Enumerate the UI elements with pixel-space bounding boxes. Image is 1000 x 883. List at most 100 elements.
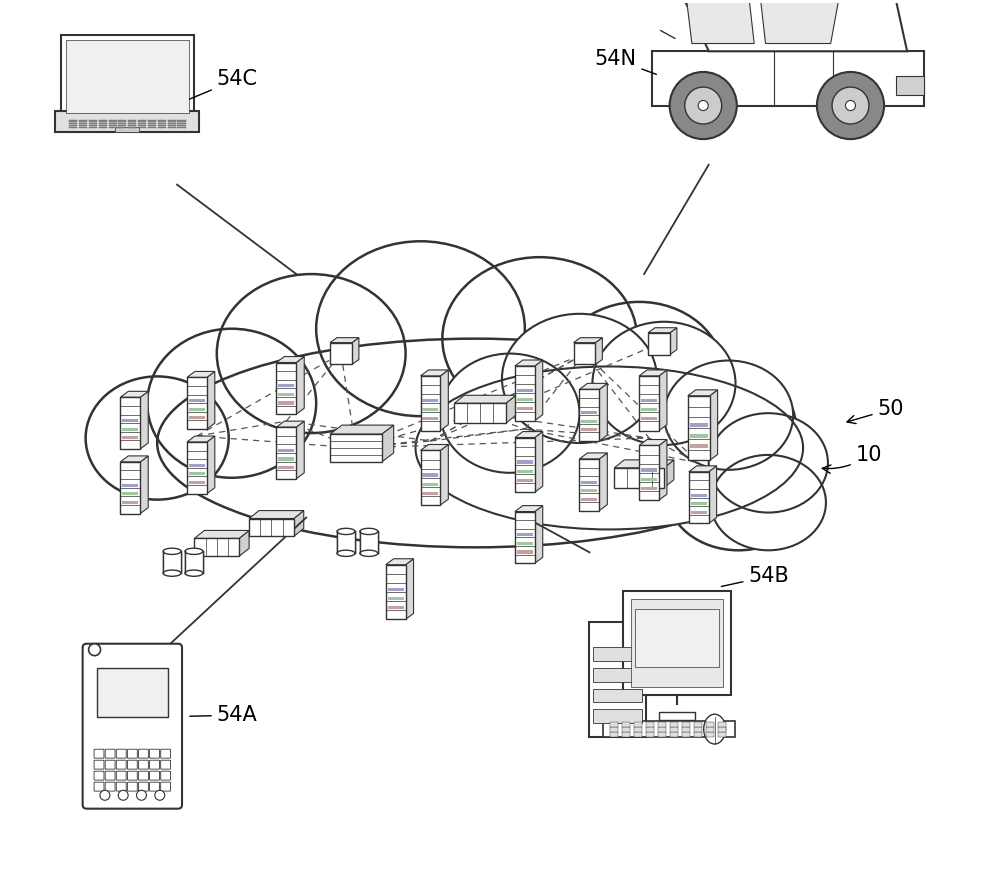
Polygon shape bbox=[276, 357, 304, 363]
FancyBboxPatch shape bbox=[189, 464, 205, 467]
Ellipse shape bbox=[664, 360, 793, 470]
FancyBboxPatch shape bbox=[118, 125, 126, 126]
FancyBboxPatch shape bbox=[94, 771, 104, 780]
FancyBboxPatch shape bbox=[641, 399, 657, 402]
Polygon shape bbox=[239, 531, 249, 556]
FancyBboxPatch shape bbox=[517, 470, 533, 473]
FancyBboxPatch shape bbox=[517, 460, 533, 464]
FancyBboxPatch shape bbox=[688, 396, 710, 460]
FancyBboxPatch shape bbox=[718, 722, 726, 727]
FancyBboxPatch shape bbox=[278, 393, 294, 396]
FancyBboxPatch shape bbox=[682, 727, 690, 732]
FancyBboxPatch shape bbox=[691, 494, 707, 496]
Polygon shape bbox=[140, 456, 148, 514]
FancyBboxPatch shape bbox=[646, 727, 654, 732]
FancyBboxPatch shape bbox=[122, 484, 138, 487]
Text: 10: 10 bbox=[822, 445, 882, 473]
FancyBboxPatch shape bbox=[161, 760, 171, 769]
FancyBboxPatch shape bbox=[388, 597, 404, 600]
FancyBboxPatch shape bbox=[94, 760, 104, 769]
Ellipse shape bbox=[709, 413, 828, 512]
FancyBboxPatch shape bbox=[122, 501, 138, 504]
Polygon shape bbox=[421, 444, 448, 450]
FancyBboxPatch shape bbox=[79, 120, 87, 122]
Polygon shape bbox=[574, 337, 602, 343]
FancyBboxPatch shape bbox=[118, 123, 126, 124]
FancyBboxPatch shape bbox=[690, 434, 708, 438]
Polygon shape bbox=[670, 328, 677, 355]
FancyBboxPatch shape bbox=[168, 126, 176, 128]
FancyBboxPatch shape bbox=[55, 110, 199, 132]
FancyBboxPatch shape bbox=[422, 482, 438, 486]
FancyBboxPatch shape bbox=[116, 749, 126, 758]
FancyBboxPatch shape bbox=[623, 591, 731, 695]
FancyBboxPatch shape bbox=[118, 126, 126, 128]
Ellipse shape bbox=[555, 302, 724, 445]
Polygon shape bbox=[515, 506, 543, 511]
FancyBboxPatch shape bbox=[89, 126, 97, 128]
FancyBboxPatch shape bbox=[689, 472, 709, 524]
Polygon shape bbox=[659, 370, 667, 431]
FancyBboxPatch shape bbox=[177, 123, 186, 124]
FancyBboxPatch shape bbox=[177, 126, 186, 128]
FancyBboxPatch shape bbox=[89, 120, 97, 122]
Polygon shape bbox=[652, 51, 924, 106]
FancyBboxPatch shape bbox=[127, 760, 137, 769]
FancyBboxPatch shape bbox=[177, 125, 186, 126]
FancyBboxPatch shape bbox=[659, 713, 695, 721]
FancyBboxPatch shape bbox=[896, 76, 924, 95]
Ellipse shape bbox=[360, 528, 378, 534]
FancyBboxPatch shape bbox=[278, 466, 294, 469]
FancyBboxPatch shape bbox=[276, 363, 296, 414]
FancyBboxPatch shape bbox=[187, 442, 207, 494]
Polygon shape bbox=[249, 510, 304, 518]
Circle shape bbox=[137, 790, 146, 800]
Ellipse shape bbox=[592, 321, 736, 445]
Ellipse shape bbox=[337, 550, 355, 556]
FancyBboxPatch shape bbox=[128, 123, 136, 124]
FancyBboxPatch shape bbox=[622, 727, 630, 732]
FancyBboxPatch shape bbox=[148, 123, 156, 124]
FancyBboxPatch shape bbox=[138, 782, 148, 791]
FancyBboxPatch shape bbox=[631, 599, 723, 687]
FancyBboxPatch shape bbox=[641, 487, 657, 490]
FancyBboxPatch shape bbox=[593, 689, 642, 703]
Polygon shape bbox=[140, 391, 148, 449]
FancyBboxPatch shape bbox=[168, 125, 176, 126]
Ellipse shape bbox=[163, 548, 181, 555]
Polygon shape bbox=[440, 444, 448, 505]
FancyBboxPatch shape bbox=[138, 120, 146, 122]
Ellipse shape bbox=[502, 313, 657, 443]
Polygon shape bbox=[535, 360, 543, 420]
FancyBboxPatch shape bbox=[634, 732, 642, 737]
Polygon shape bbox=[535, 432, 543, 492]
FancyBboxPatch shape bbox=[581, 489, 597, 493]
Circle shape bbox=[118, 790, 128, 800]
FancyBboxPatch shape bbox=[161, 749, 171, 758]
Polygon shape bbox=[406, 559, 414, 619]
FancyBboxPatch shape bbox=[79, 126, 87, 128]
FancyBboxPatch shape bbox=[89, 123, 97, 124]
FancyBboxPatch shape bbox=[718, 732, 726, 737]
FancyBboxPatch shape bbox=[148, 126, 156, 128]
FancyBboxPatch shape bbox=[454, 404, 506, 423]
FancyBboxPatch shape bbox=[109, 120, 117, 122]
Polygon shape bbox=[686, 0, 754, 43]
FancyBboxPatch shape bbox=[639, 376, 659, 431]
FancyBboxPatch shape bbox=[99, 126, 107, 128]
FancyBboxPatch shape bbox=[115, 127, 139, 132]
Text: 54A: 54A bbox=[190, 706, 258, 725]
Circle shape bbox=[155, 790, 165, 800]
FancyBboxPatch shape bbox=[422, 399, 438, 402]
Circle shape bbox=[698, 101, 708, 110]
FancyBboxPatch shape bbox=[581, 480, 597, 484]
FancyBboxPatch shape bbox=[138, 749, 148, 758]
FancyBboxPatch shape bbox=[517, 550, 533, 554]
FancyBboxPatch shape bbox=[109, 126, 117, 128]
FancyBboxPatch shape bbox=[574, 343, 595, 365]
Circle shape bbox=[832, 87, 869, 124]
FancyBboxPatch shape bbox=[158, 125, 166, 126]
Polygon shape bbox=[330, 425, 394, 434]
Polygon shape bbox=[681, 0, 907, 51]
FancyBboxPatch shape bbox=[670, 727, 678, 732]
